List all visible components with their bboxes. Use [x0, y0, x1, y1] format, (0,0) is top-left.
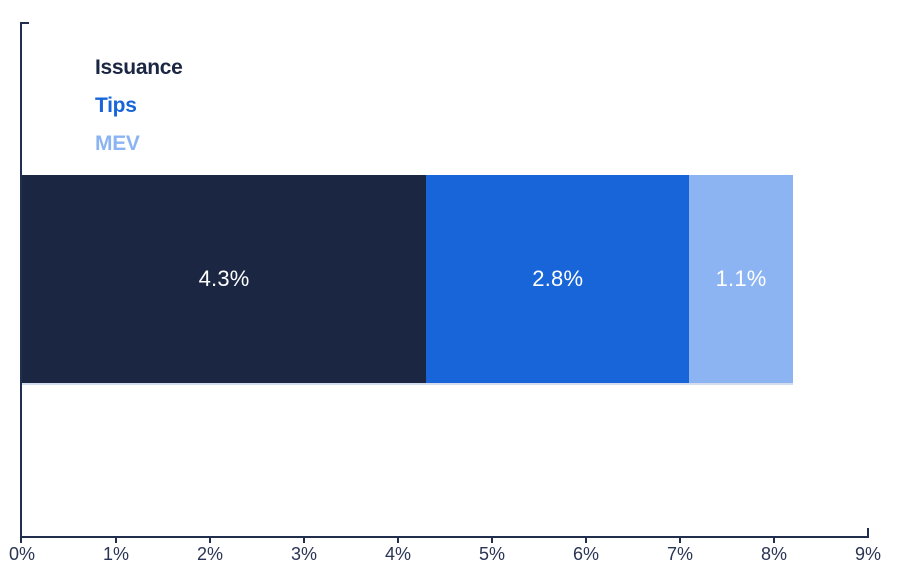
x-axis-tick-label: 2%: [196, 544, 224, 564]
x-axis-tick: [491, 538, 493, 543]
x-axis-tick: [397, 538, 399, 543]
legend-item-tips: Tips: [95, 94, 137, 117]
stacked-bar: 4.3% 2.8% 1.1%: [22, 175, 793, 383]
x-axis-tick-label: 5%: [478, 544, 506, 564]
x-axis-tick-label: 4%: [384, 544, 412, 564]
bar-value-label: 1.1%: [715, 266, 767, 291]
x-axis-tick-label: 3%: [290, 544, 318, 564]
x-axis-tick: [679, 538, 681, 543]
x-axis-tick: [115, 538, 117, 543]
legend-item-issuance: Issuance: [95, 56, 183, 79]
x-axis-tick-label: 9%: [854, 544, 882, 564]
bar-segment-issuance: 4.3%: [22, 175, 427, 383]
bar-segment-mev: 1.1%: [689, 175, 793, 383]
x-axis-tick-label: 1%: [102, 544, 130, 564]
x-axis-tick: [303, 538, 305, 543]
bar-value-label: 4.3%: [198, 266, 250, 291]
x-axis-end-cap: [867, 528, 869, 538]
y-axis-line: [20, 22, 22, 543]
x-axis-tick: [209, 538, 211, 543]
x-axis-tick-label: 6%: [572, 544, 600, 564]
bar-segment-tips: 2.8%: [426, 175, 690, 383]
x-axis-line: [20, 536, 869, 538]
x-axis-tick: [773, 538, 775, 543]
x-axis-tick-label: 7%: [666, 544, 694, 564]
legend-item-mev: MEV: [95, 132, 140, 155]
bar-value-label: 2.8%: [532, 266, 584, 291]
x-axis-tick-label: 0%: [8, 544, 36, 564]
y-axis-end-cap: [20, 22, 29, 24]
x-axis-tick-label: 8%: [760, 544, 788, 564]
chart-legend: Issuance Tips MEV: [95, 56, 183, 155]
x-axis-tick: [585, 538, 587, 543]
